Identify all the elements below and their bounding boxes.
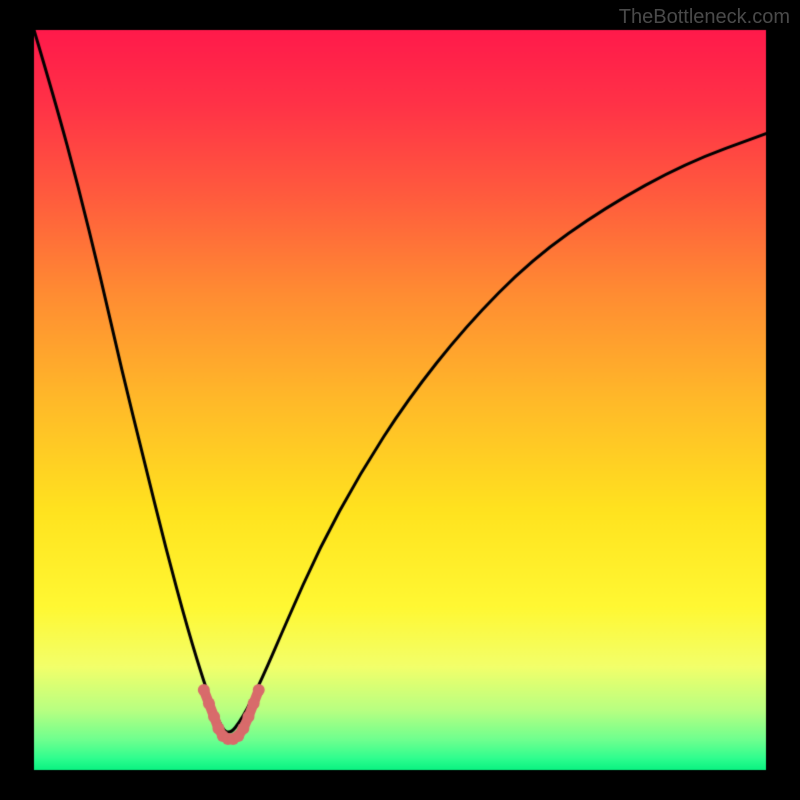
watermark-label: TheBottleneck.com <box>619 6 790 29</box>
bottleneck-curve-chart <box>0 0 800 800</box>
